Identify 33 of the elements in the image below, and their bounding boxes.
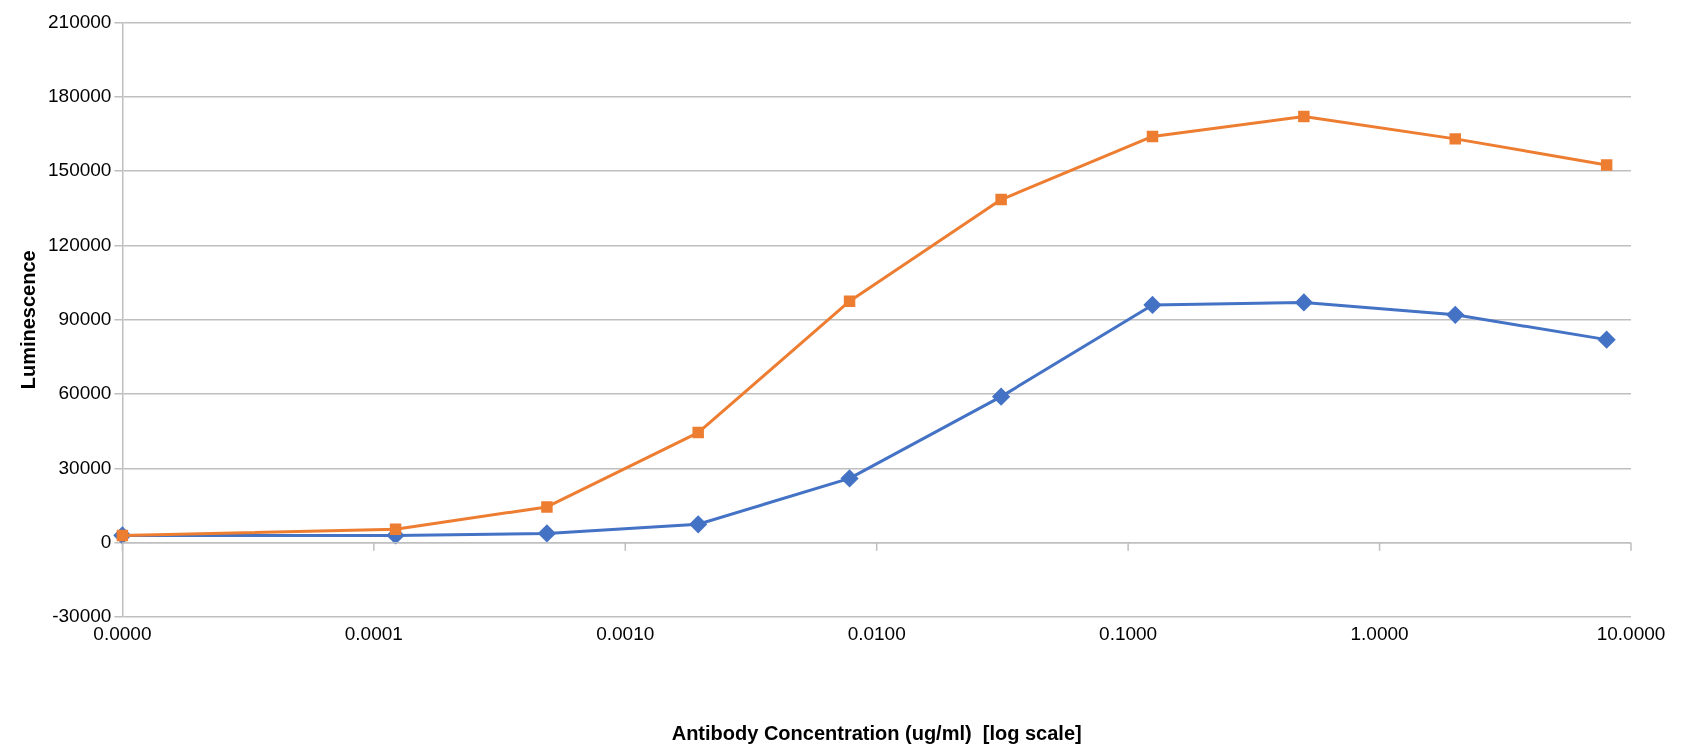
point	[541, 501, 553, 513]
point	[841, 469, 859, 487]
y-tick-label: 150000	[48, 159, 112, 181]
point	[992, 388, 1010, 406]
x-tick-label: 0.0001	[344, 622, 403, 644]
y-axis-title: Luminescence	[16, 250, 39, 390]
point	[692, 426, 704, 439]
y-tick-label: 210000	[48, 10, 112, 32]
y-tick-label: 30000	[58, 456, 112, 478]
x-tick-label: 0.1000	[1099, 622, 1158, 644]
y-tick-label: 60000	[58, 382, 112, 404]
point	[1598, 331, 1616, 349]
point	[1144, 296, 1161, 314]
x-tick-label: 1.0000	[1350, 622, 1409, 644]
point	[389, 523, 402, 535]
point	[1600, 159, 1613, 171]
x-tick-label: 0.0100	[847, 622, 906, 644]
point	[995, 193, 1007, 206]
point	[1298, 110, 1310, 123]
y-tick-label: 90000	[58, 308, 112, 330]
point	[1449, 133, 1461, 145]
point	[1446, 306, 1464, 324]
x-tick-label: 0.0010	[596, 622, 655, 644]
y-tick-label: 120000	[48, 233, 112, 255]
y-tick-label: 180000	[48, 84, 112, 106]
point	[1295, 293, 1313, 311]
x-axis-title: Antibody Concentration (ug/ml) [log scale]	[671, 721, 1082, 744]
point	[689, 515, 707, 533]
point	[538, 524, 556, 542]
point	[1146, 130, 1159, 143]
x-tick-label: 10.0000	[1596, 622, 1666, 644]
point	[843, 295, 856, 307]
y-tick-label: 0	[100, 531, 112, 553]
